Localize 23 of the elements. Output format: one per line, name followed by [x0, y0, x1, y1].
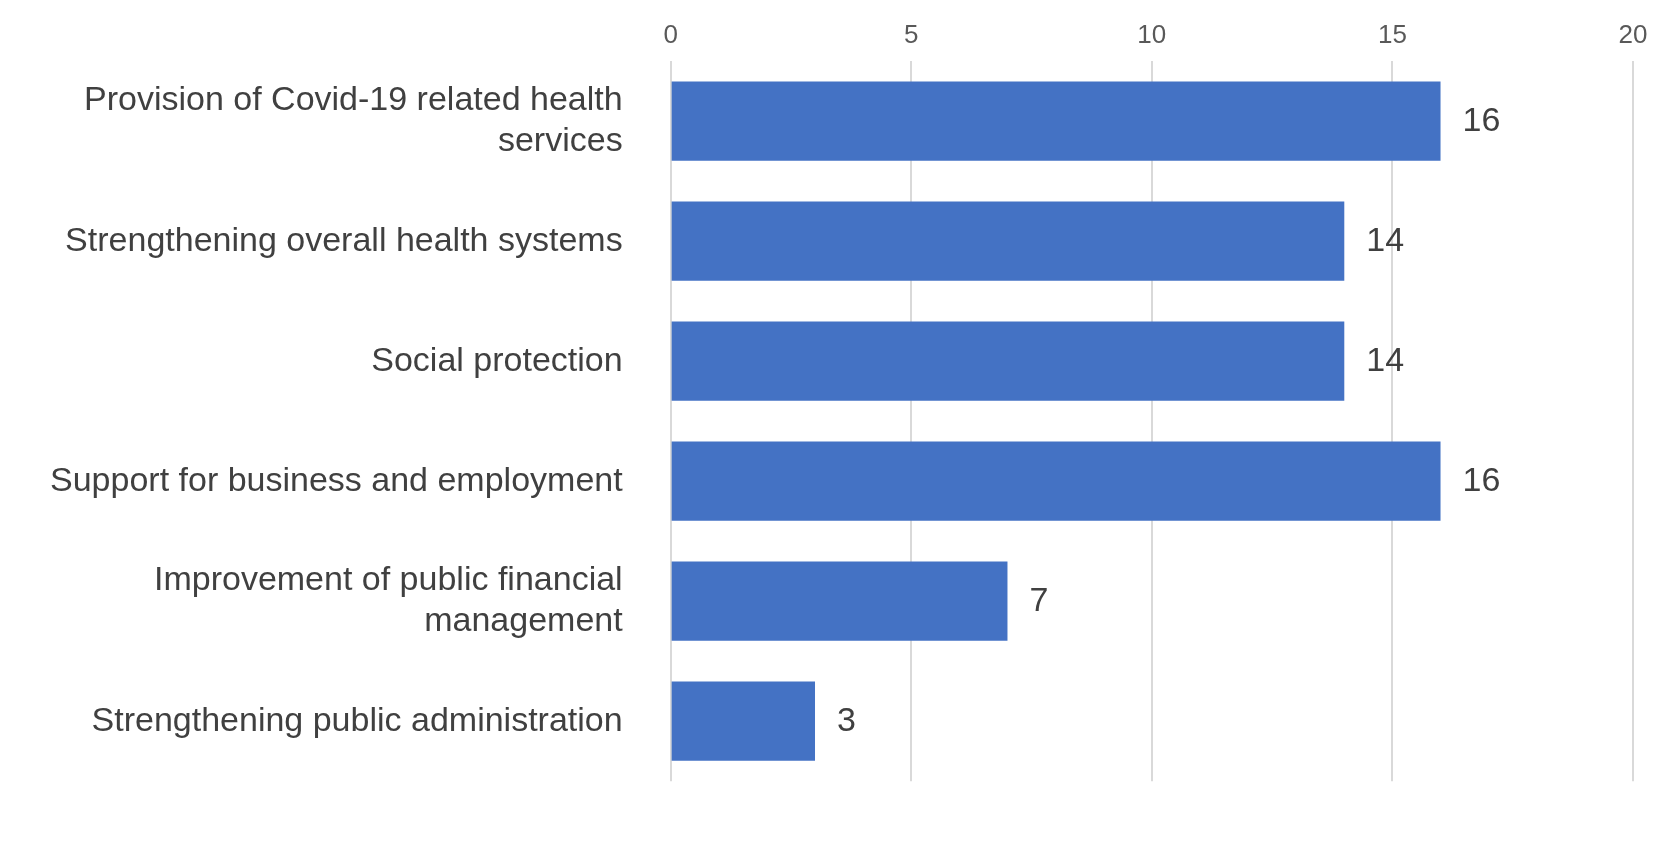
y-tick-label: Social protection [371, 339, 623, 378]
x-tick-label: 5 [904, 18, 919, 49]
data-label: 7 [1029, 579, 1049, 618]
data-label: 14 [1366, 219, 1405, 258]
x-tick-label: 20 [1618, 18, 1648, 49]
y-tick-label: Support for business and employment [50, 459, 624, 498]
bar [671, 81, 1441, 161]
y-tick-label: Strengthening public administration [91, 699, 623, 738]
y-tick-label: Strengthening overall health systems [65, 219, 623, 258]
data-label: 16 [1462, 99, 1501, 138]
data-label: 3 [837, 699, 856, 738]
y-tick-label: Improvement of public financial management [153, 559, 624, 638]
bar [671, 201, 1345, 281]
x-tick-label: 10 [1137, 18, 1167, 49]
bar [671, 321, 1345, 401]
y-tick-label: Provision of Covid-19 related health services [84, 79, 623, 158]
data-label: 16 [1462, 459, 1501, 498]
x-tick-label: 0 [663, 18, 678, 49]
bar [671, 561, 1008, 641]
data-label: 14 [1366, 339, 1405, 378]
x-tick-label: 15 [1377, 18, 1407, 49]
bar [671, 681, 816, 761]
bar [671, 441, 1441, 521]
